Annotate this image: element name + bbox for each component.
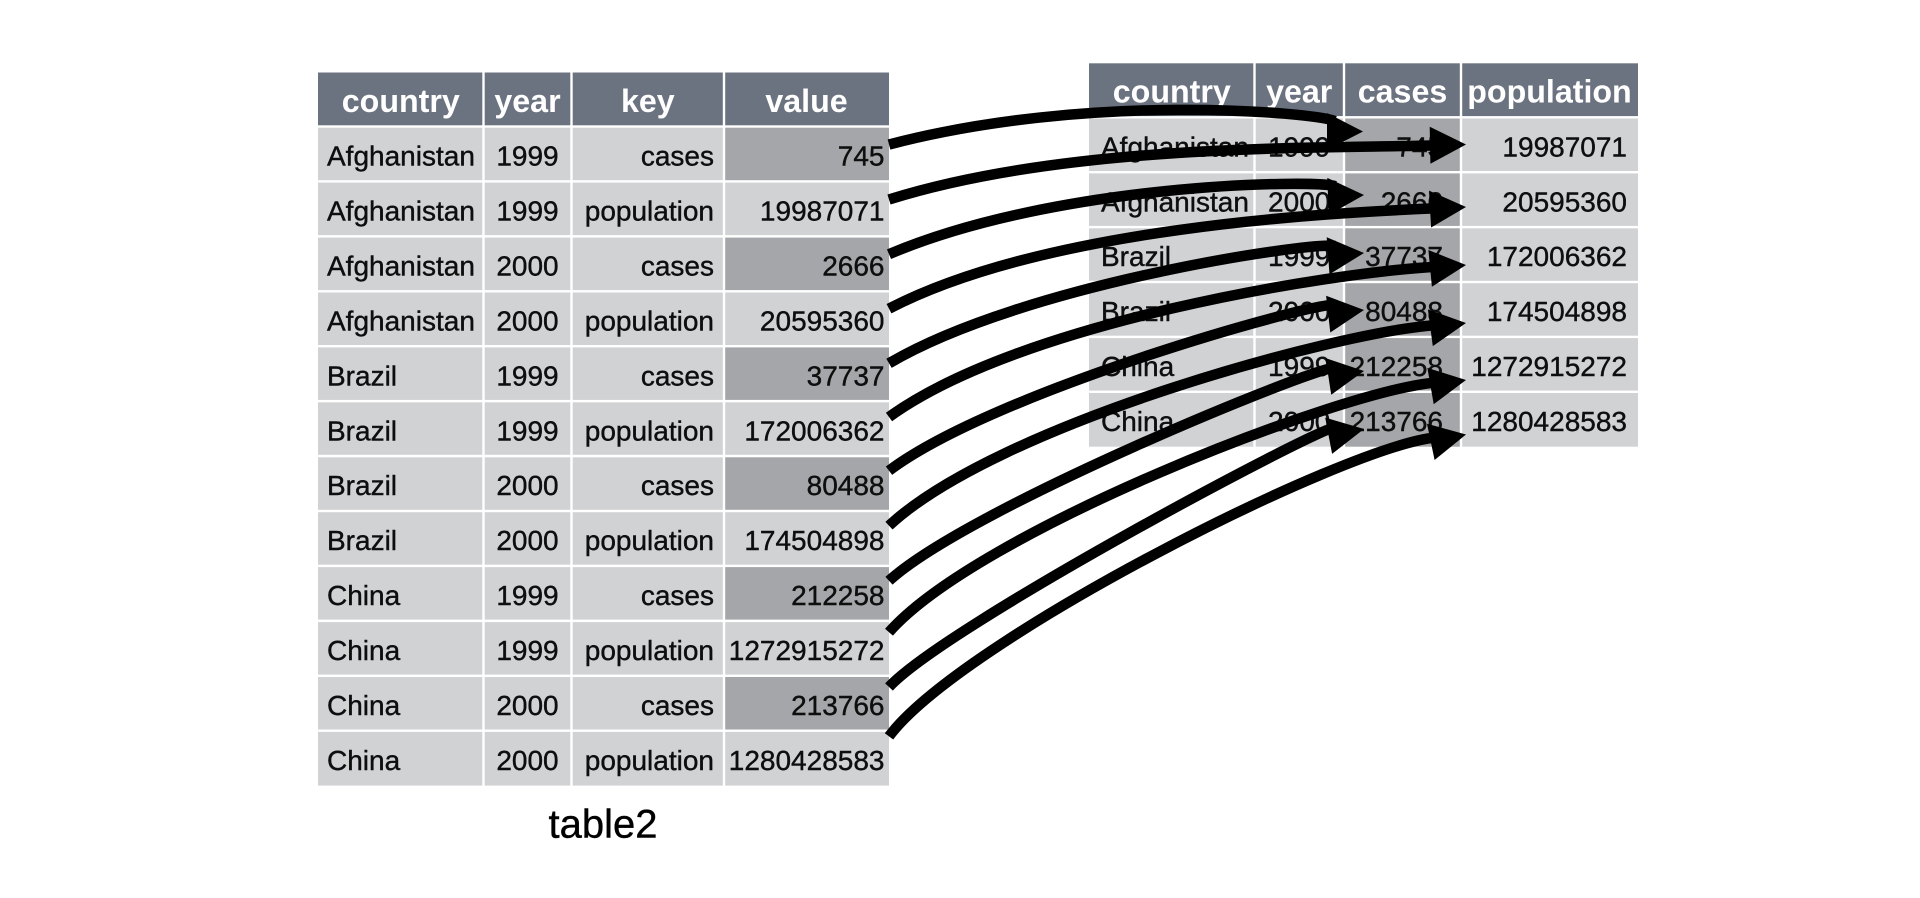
svg-text:37737: 37737 [807, 360, 885, 391]
svg-text:key: key [621, 83, 675, 119]
svg-text:Brazil: Brazil [327, 415, 397, 446]
svg-text:1999: 1999 [496, 580, 558, 611]
svg-text:1280428583: 1280428583 [1471, 406, 1627, 437]
svg-text:2666: 2666 [822, 251, 884, 282]
svg-text:Brazil: Brazil [327, 525, 397, 556]
svg-text:2000: 2000 [496, 745, 558, 776]
svg-text:20595360: 20595360 [1502, 186, 1627, 217]
svg-text:Brazil: Brazil [327, 470, 397, 501]
svg-text:213766: 213766 [1350, 406, 1443, 437]
svg-text:212258: 212258 [1350, 351, 1443, 382]
svg-text:2000: 2000 [496, 690, 558, 721]
svg-text:174504898: 174504898 [744, 525, 884, 556]
svg-text:year: year [1266, 74, 1333, 110]
svg-text:population: population [585, 306, 714, 337]
svg-text:1999: 1999 [496, 360, 558, 391]
svg-text:172006362: 172006362 [1487, 241, 1627, 272]
svg-text:1280428583: 1280428583 [729, 745, 885, 776]
svg-text:2000: 2000 [496, 251, 558, 282]
svg-text:1272915272: 1272915272 [729, 635, 885, 666]
svg-text:Brazil: Brazil [327, 360, 397, 391]
svg-text:19987071: 19987071 [760, 196, 885, 227]
svg-text:China: China [327, 745, 401, 776]
svg-text:year: year [494, 83, 561, 119]
svg-text:cases: cases [641, 141, 714, 172]
svg-text:1999: 1999 [496, 196, 558, 227]
svg-text:Afghanistan: Afghanistan [327, 196, 475, 227]
svg-text:745: 745 [838, 141, 885, 172]
svg-text:population: population [1467, 74, 1631, 110]
svg-text:1999: 1999 [496, 415, 558, 446]
svg-text:cases: cases [641, 690, 714, 721]
svg-text:2000: 2000 [496, 306, 558, 337]
svg-text:Afghanistan: Afghanistan [327, 251, 475, 282]
svg-text:19987071: 19987071 [1502, 131, 1627, 162]
svg-text:1999: 1999 [496, 635, 558, 666]
svg-text:table2: table2 [549, 803, 658, 847]
svg-text:country: country [1113, 74, 1231, 110]
svg-text:cases: cases [1358, 74, 1448, 110]
svg-text:1272915272: 1272915272 [1471, 351, 1627, 382]
svg-text:population: population [585, 415, 714, 446]
svg-text:cases: cases [641, 251, 714, 282]
svg-text:172006362: 172006362 [744, 415, 884, 446]
svg-text:cases: cases [641, 470, 714, 501]
svg-text:20595360: 20595360 [760, 306, 885, 337]
svg-text:China: China [327, 690, 401, 721]
svg-text:1999: 1999 [496, 141, 558, 172]
svg-text:China: China [327, 580, 401, 611]
svg-text:2000: 2000 [496, 525, 558, 556]
svg-text:population: population [585, 635, 714, 666]
svg-text:174504898: 174504898 [1487, 296, 1627, 327]
svg-text:Afghanistan: Afghanistan [327, 141, 475, 172]
svg-text:value: value [765, 83, 847, 119]
svg-text:2000: 2000 [496, 470, 558, 501]
svg-text:cases: cases [641, 580, 714, 611]
svg-text:population: population [585, 196, 714, 227]
svg-text:80488: 80488 [807, 470, 885, 501]
svg-text:population: population [585, 745, 714, 776]
svg-text:212258: 212258 [791, 580, 884, 611]
svg-text:population: population [585, 525, 714, 556]
svg-text:Afghanistan: Afghanistan [327, 306, 475, 337]
svg-text:213766: 213766 [791, 690, 884, 721]
svg-text:country: country [342, 83, 460, 119]
svg-text:cases: cases [641, 360, 714, 391]
svg-text:China: China [327, 635, 401, 666]
